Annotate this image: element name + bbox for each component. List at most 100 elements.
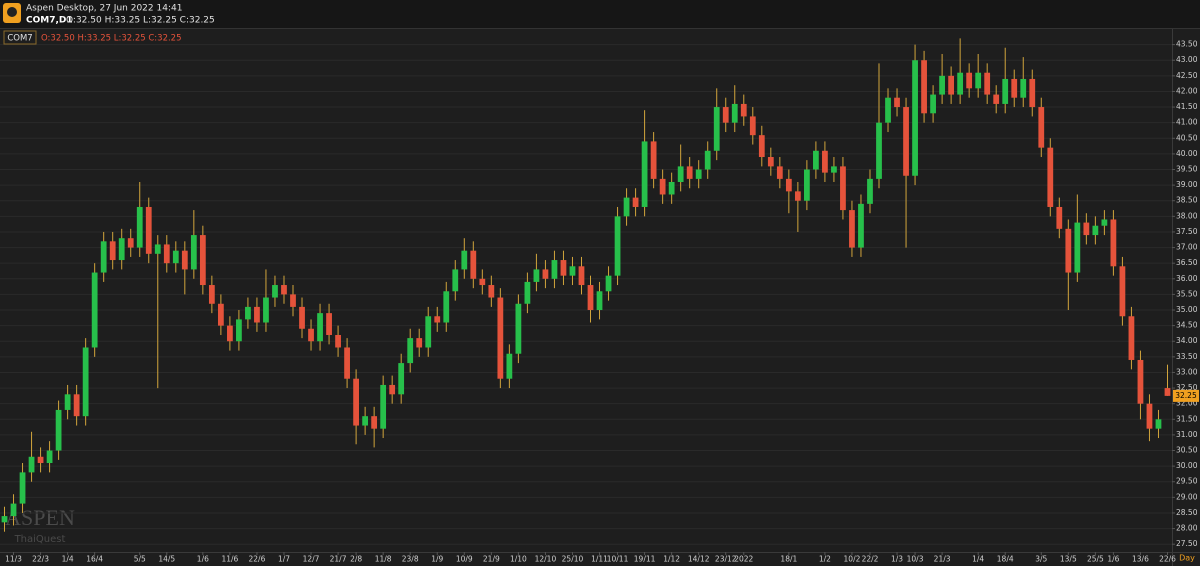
candle-body <box>172 250 179 264</box>
x-tick-label: 1/4 <box>62 555 74 564</box>
candle-body <box>1110 219 1117 267</box>
candle-body <box>362 416 369 426</box>
x-tick-label: 12/7 <box>303 555 320 564</box>
candle-body <box>1029 78 1036 108</box>
candle-body <box>533 269 540 282</box>
legend-box <box>3 30 37 45</box>
candle-body <box>380 384 387 429</box>
candle-body <box>939 75 945 95</box>
candle-body <box>1092 225 1099 236</box>
x-tick-label: 14/5 <box>158 555 175 564</box>
candle-body <box>677 166 684 182</box>
y-tick-label: 35.50 <box>1176 289 1198 298</box>
x-tick-label: 5/5 <box>134 555 146 564</box>
x-tick-label: 11/8 <box>375 555 392 564</box>
y-tick-label: 42.00 <box>1176 86 1198 95</box>
app-title: Aspen Desktop, 27 Jun 2022 14:41 <box>26 4 182 14</box>
x-tick-label: 1/3 <box>891 555 903 564</box>
candle-body <box>1038 107 1045 148</box>
candle-body <box>1146 403 1153 429</box>
candle-body <box>299 306 305 329</box>
watermark-sub: ThaiQuest <box>14 534 66 545</box>
candle-body <box>1 516 8 523</box>
x-tick-label: 1/2 <box>819 555 831 564</box>
x-tick-label: 10/2 <box>844 555 861 564</box>
candle-body <box>704 150 711 170</box>
candle-body <box>1011 78 1018 98</box>
x-tick-label: 21/3 <box>934 555 951 564</box>
candle-body <box>840 166 846 211</box>
y-tick-label: 29.50 <box>1176 477 1198 486</box>
candle-body <box>921 60 927 114</box>
y-tick-label: 37.00 <box>1176 243 1198 252</box>
x-tick-label: 18/4 <box>997 555 1014 564</box>
x-tick-label: 1/6 <box>1107 555 1119 564</box>
candle-body <box>641 141 648 207</box>
x-tick-label: 19/11 <box>634 555 656 564</box>
candle-body <box>199 235 206 286</box>
candle-body <box>371 416 378 429</box>
watermark-brand: ASPEN <box>5 505 75 530</box>
candle-body <box>587 285 594 311</box>
candle-body <box>254 306 260 323</box>
x-tick-label: 10/9 <box>456 555 473 564</box>
candle-body <box>713 107 720 151</box>
candle-body <box>515 303 522 354</box>
candle-body <box>470 250 477 279</box>
x-tick-label: 1/11 <box>591 555 608 564</box>
candle-body <box>46 450 53 464</box>
candle-body <box>614 216 621 276</box>
candle-body <box>668 181 675 195</box>
candle-body <box>659 178 666 195</box>
candle-body <box>1020 78 1027 98</box>
candle-body <box>1101 219 1108 226</box>
x-tick-label: 21/7 <box>330 555 347 564</box>
candle-body <box>136 206 143 248</box>
candle-body <box>948 75 955 95</box>
candle-body <box>344 347 350 379</box>
legend-ohlc: O:32.50 H:33.25 L:32.25 C:32.25 <box>41 34 182 44</box>
y-tick-label: 38.50 <box>1176 196 1198 205</box>
candle-body <box>317 313 323 342</box>
candle-body <box>1137 359 1144 404</box>
candle-body <box>596 291 603 311</box>
candle-body <box>758 135 765 158</box>
candle-body <box>55 409 62 451</box>
x-tick-label: 25/5 <box>1087 555 1104 564</box>
candle-body <box>398 363 405 395</box>
candle-body <box>64 394 71 410</box>
candle-body <box>876 122 882 179</box>
y-tick-label: 33.50 <box>1176 352 1198 361</box>
x-tick-label: 16/4 <box>86 555 103 564</box>
candle-body <box>930 94 936 114</box>
candle-body <box>127 238 134 248</box>
x-tick-label: 2022 <box>734 555 753 564</box>
candle-body <box>389 384 396 395</box>
y-tick-label: 28.50 <box>1176 508 1198 517</box>
candle-body <box>335 334 341 348</box>
candle-body <box>867 178 873 204</box>
candle-body <box>100 241 107 273</box>
candle-body <box>542 269 549 279</box>
candle-body <box>488 285 495 298</box>
x-tick-label: 1/10 <box>510 555 527 564</box>
candle-body <box>163 244 170 264</box>
candle-body <box>1002 78 1009 104</box>
x-tick-label: 2/8 <box>350 555 362 564</box>
candle-body <box>28 456 35 473</box>
legend-name: COM7 <box>7 34 32 44</box>
candle-body <box>551 260 558 279</box>
candle-body <box>497 297 504 379</box>
candle-body <box>695 169 702 179</box>
x-tick-label: 22/3 <box>32 555 49 564</box>
x-tick-label: 1/9 <box>431 555 443 564</box>
candle-body <box>461 250 468 270</box>
candle-body <box>785 178 792 192</box>
y-tick-label: 35.00 <box>1176 305 1198 314</box>
candle-body <box>966 72 973 89</box>
candle-body <box>1074 222 1081 273</box>
candle-body <box>1128 316 1135 360</box>
candle-body <box>353 378 359 426</box>
candle-body <box>416 338 423 348</box>
